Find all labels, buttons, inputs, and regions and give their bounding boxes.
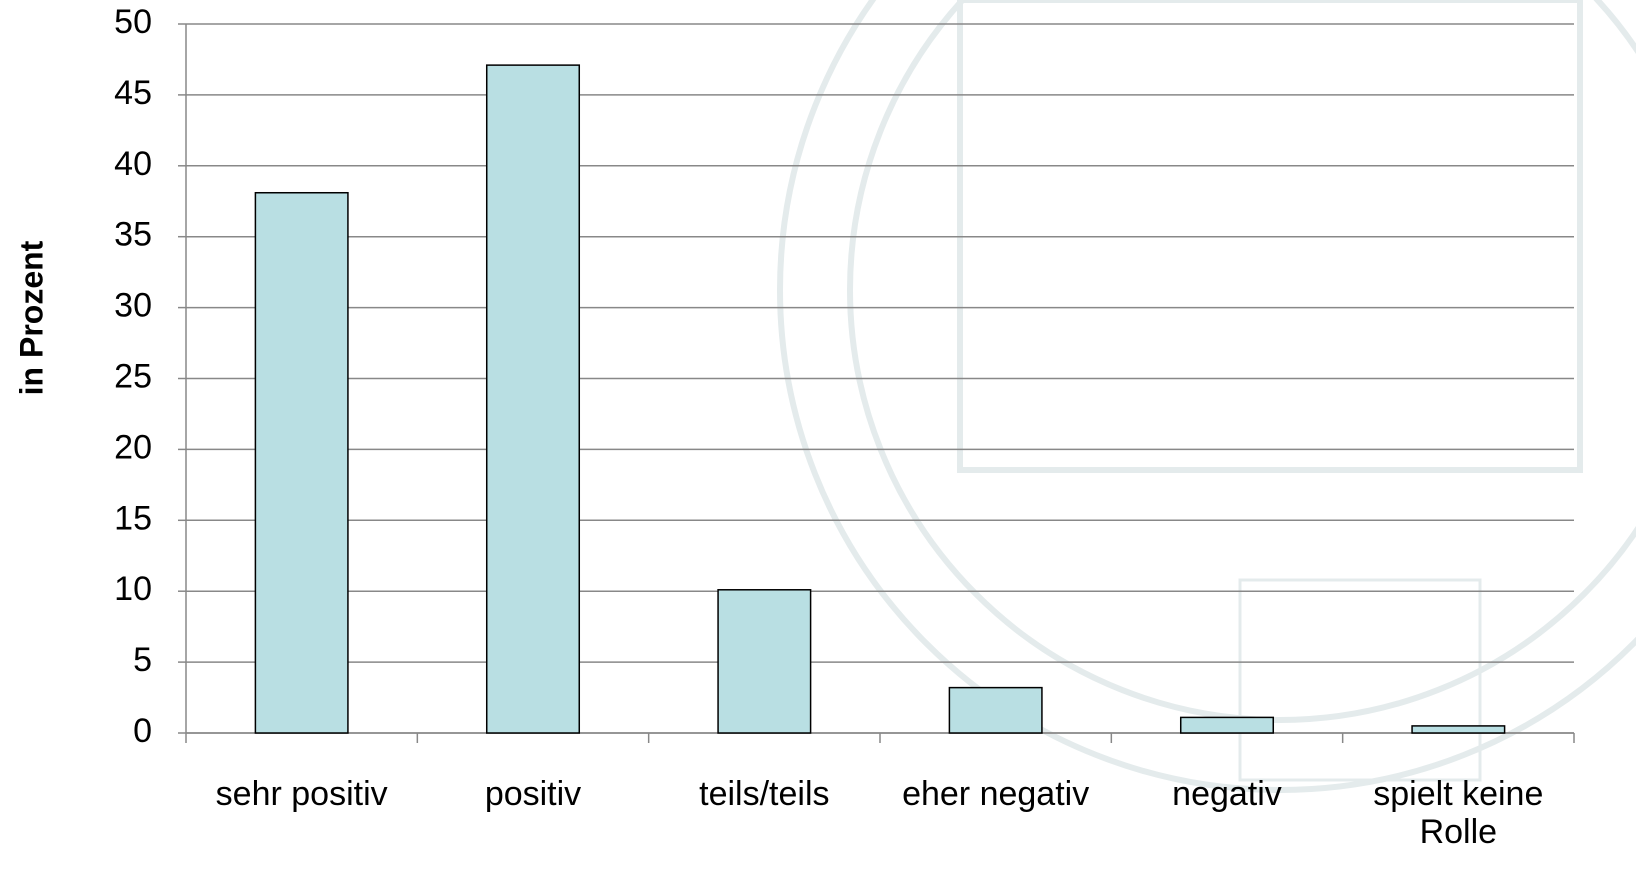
bar — [254, 191, 349, 734]
x-tick-label: eher negativ — [902, 775, 1090, 813]
y-tick-label: 15 — [114, 499, 152, 537]
y-tick-label: 10 — [114, 570, 152, 608]
bar — [1411, 725, 1506, 734]
y-axis-title: in Prozent — [13, 240, 49, 395]
y-tick-label: 20 — [114, 428, 152, 466]
y-tick-label: 5 — [133, 641, 152, 679]
x-tick-label: teils/teils — [699, 775, 830, 813]
bar — [1179, 716, 1275, 734]
bar — [717, 589, 812, 734]
watermark-seal — [777, 0, 1636, 793]
y-tick-label: 35 — [114, 216, 152, 254]
y-tick-label: 45 — [114, 74, 152, 112]
x-tick-label: sehr positiv — [215, 775, 388, 813]
x-tick-label: positiv — [484, 775, 582, 813]
y-tick-label: 30 — [114, 287, 152, 325]
y-tick-label: 0 — [133, 712, 152, 750]
x-tick-label: negativ — [1172, 775, 1282, 813]
y-tick-label: 40 — [114, 145, 152, 183]
y-tick-label: 25 — [114, 357, 152, 395]
y-tick-label: 50 — [114, 3, 152, 41]
x-tick-label: spielt keine Rolle — [1373, 775, 1544, 851]
bar — [948, 686, 1043, 734]
bar — [485, 64, 581, 734]
